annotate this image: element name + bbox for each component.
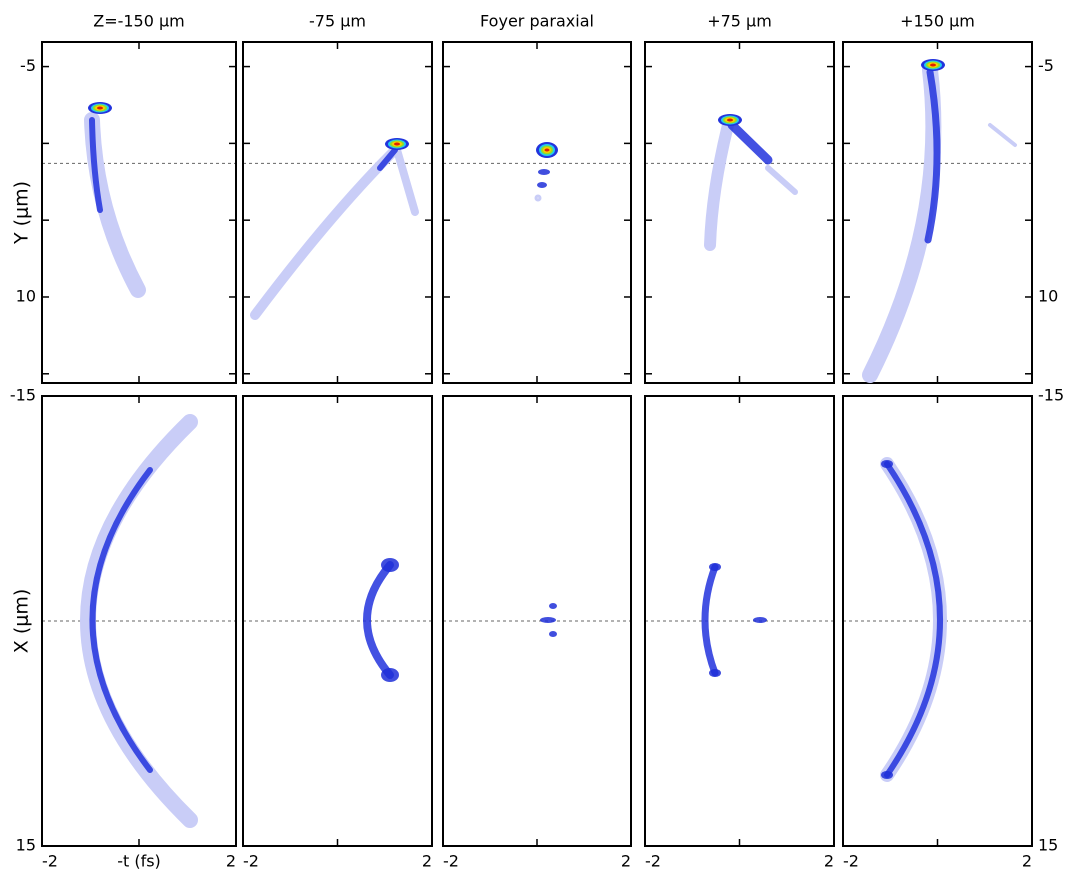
panel-frame [41,41,237,384]
beam-lobe [538,169,550,175]
x-tick-label: 2 [422,852,432,871]
x-tick-label: -2 [443,852,459,871]
beam-trace [765,165,798,195]
beam-lobe [534,194,542,202]
x-tick-label: -2 [645,852,661,871]
beam-trace [862,62,942,383]
beam-images [80,59,1017,828]
hot-spot [88,102,112,114]
y-tick-label: 10 [1038,286,1058,305]
beam-lobe [381,558,399,572]
column-title: -75 μm [309,12,366,31]
hot-spot [921,59,945,71]
beam-lobe [549,603,557,609]
y-tick-label: -5 [1038,56,1054,75]
y-tick-label: 10 [16,286,36,305]
y-axis-label: X (μm) [11,589,33,653]
panel-frame [442,41,632,384]
beam-lobe [537,182,547,188]
beam-lobe [709,563,721,571]
x-tick-label: 2 [1022,852,1032,871]
hot-spot [536,142,558,158]
beam-trace [250,145,400,320]
beam-trace [988,123,1017,147]
y-axis-label: Y (μm) [11,181,33,245]
beam-trace [704,119,734,251]
beam-lobe [881,771,893,779]
panel-frame [442,395,632,847]
hot-spot [718,114,742,126]
panel-frame [644,41,835,384]
x-tick-label: -2 [243,852,259,871]
beam-lobe [381,668,399,682]
beam-lobe [549,631,557,637]
beam-trace [377,147,398,171]
panel-frame [644,395,835,847]
column-title: +150 μm [900,12,975,31]
column-title: +75 μm [707,12,772,31]
x-axis-label: -t (fs) [117,852,161,871]
beam-lobe [881,460,893,468]
y-tick-label: 15 [16,836,36,855]
hot-spots [88,59,945,158]
x-tick-label: 2 [226,852,236,871]
beam-trace [363,561,394,679]
beam-trace [727,120,773,165]
x-tick-label: -2 [42,852,58,871]
column-title: Foyer paraxial [480,12,594,31]
beam-trace [89,117,103,213]
y-tick-label: -15 [10,386,36,405]
panel-frame [242,395,433,847]
beam-trace [884,461,943,778]
beam-lobe [709,669,721,677]
x-tick-label: -2 [843,852,859,871]
y-tick-label: -15 [1038,386,1064,405]
beam-lobe [540,617,556,623]
beam-trace [924,68,941,244]
x-tick-label: 2 [621,852,631,871]
beam-trace [393,146,419,216]
y-tick-label: -5 [20,56,36,75]
hot-spot [385,138,409,150]
beam-trace [701,563,719,677]
x-tick-label: 2 [824,852,834,871]
y-tick-label: 15 [1038,836,1058,855]
beam-trace [89,467,153,773]
beam-lobe [753,617,767,623]
column-title: Z=-150 μm [93,12,185,31]
